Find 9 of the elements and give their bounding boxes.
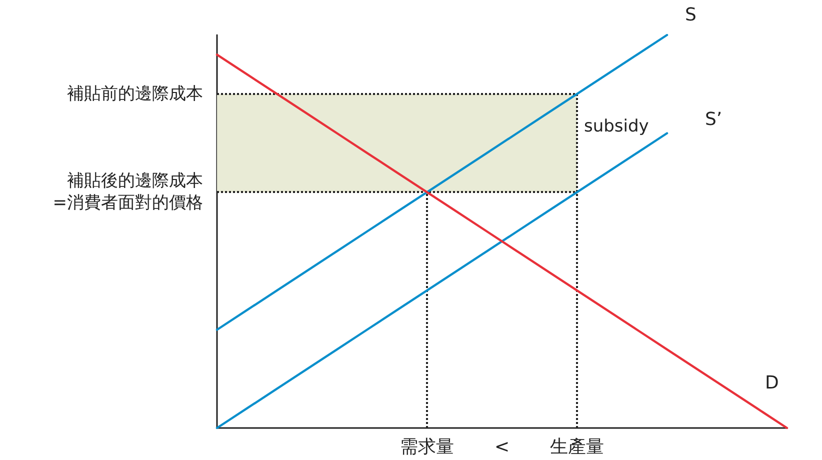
text: S’ xyxy=(705,108,722,130)
series-label: S xyxy=(685,4,696,26)
annotation: subsidy xyxy=(584,116,649,136)
series-label: D xyxy=(765,372,779,394)
x-tick-label: 生產量 xyxy=(550,436,604,458)
ref-line-label: 補貼前的邊際成本 xyxy=(67,84,203,104)
x-tick-label: 需求量 xyxy=(400,436,454,458)
text: < xyxy=(494,436,510,458)
ref-line-label: 補貼後的邊際成本 =消費者面對的價格 xyxy=(52,171,203,214)
